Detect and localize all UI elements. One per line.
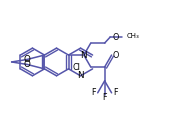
Text: N: N [77, 71, 84, 80]
Text: O: O [112, 33, 118, 42]
Text: O: O [24, 55, 30, 64]
Text: F: F [102, 93, 107, 102]
Text: O: O [24, 60, 30, 69]
Text: Cl: Cl [72, 63, 80, 72]
Text: O: O [113, 51, 119, 60]
Text: F: F [91, 88, 96, 97]
Text: CH₃: CH₃ [127, 33, 139, 39]
Text: N: N [80, 51, 87, 60]
Text: F: F [114, 88, 118, 97]
